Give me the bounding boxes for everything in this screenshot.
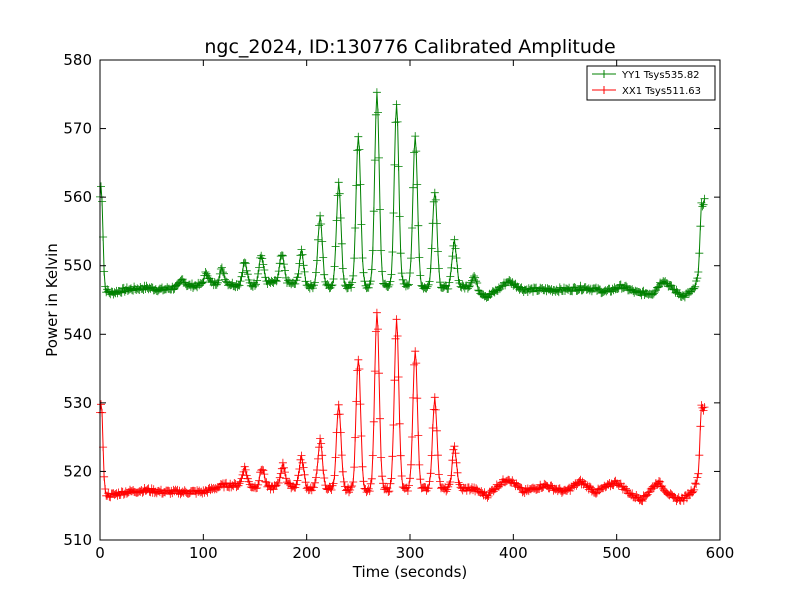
x-tick-label: 300 bbox=[396, 544, 425, 562]
y-tick-label: 540 bbox=[63, 325, 92, 343]
y-tick-label: 510 bbox=[63, 531, 92, 549]
series-1 bbox=[96, 308, 709, 506]
legend-label-xx1: XX1 Tsys511.63 bbox=[622, 86, 701, 97]
x-tick-label: 0 bbox=[95, 544, 105, 562]
y-tick-label: 560 bbox=[63, 188, 92, 206]
legend-marker-yy1 bbox=[600, 70, 608, 78]
y-tick-label: 520 bbox=[63, 462, 92, 480]
legend-marker-xx1 bbox=[600, 86, 608, 94]
plot-area bbox=[96, 59, 721, 541]
y-axis-title: Power in Kelvin bbox=[43, 243, 61, 357]
x-tick-label: 100 bbox=[189, 544, 218, 562]
y-tick-label: 570 bbox=[63, 120, 92, 138]
x-axis-title: Time (seconds) bbox=[352, 563, 468, 581]
legend: YY1 Tsys535.82 XX1 Tsys511.63 bbox=[586, 65, 716, 101]
x-tick-label: 500 bbox=[602, 544, 631, 562]
y-tick-label: 530 bbox=[63, 394, 92, 412]
plot-background bbox=[100, 60, 720, 540]
y-axis: 510 520 530 540 550 560 570 580 bbox=[63, 51, 720, 549]
legend-box bbox=[586, 65, 716, 101]
y-tick-label: 550 bbox=[63, 257, 92, 275]
x-tick-label: 200 bbox=[292, 544, 321, 562]
x-tick-label: 400 bbox=[499, 544, 528, 562]
x-axis: 0 100 200 300 400 500 600 bbox=[95, 60, 734, 562]
legend-label-yy1: YY1 Tsys535.82 bbox=[621, 70, 700, 81]
chart-title: ngc_2024, ID:130776 Calibrated Amplitude bbox=[204, 36, 615, 58]
series-layer bbox=[96, 88, 709, 506]
y-tick-label: 580 bbox=[63, 51, 92, 69]
x-tick-label: 600 bbox=[706, 544, 735, 562]
